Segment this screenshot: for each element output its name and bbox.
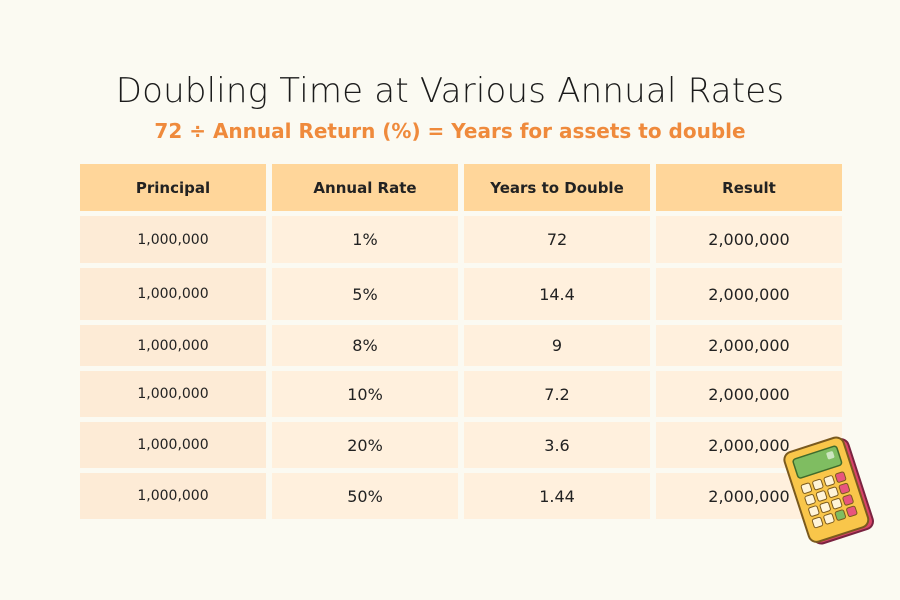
doubling-table: Principal Annual Rate Years to Double Re… — [80, 164, 842, 519]
page-subtitle: 72 ÷ Annual Return (%) = Years for asset… — [154, 119, 746, 143]
table-cell-principal: 1,000,000 — [80, 325, 266, 366]
header-years-to-double: Years to Double — [464, 164, 650, 211]
table-cell-rate: 8% — [272, 325, 458, 366]
header-principal: Principal — [80, 164, 266, 211]
table-cell-principal: 1,000,000 — [80, 371, 266, 417]
table-cell-rate: 1% — [272, 216, 458, 263]
table-cell-rate: 20% — [272, 422, 458, 468]
table-cell-principal: 1,000,000 — [80, 422, 266, 468]
table-cell-rate: 5% — [272, 268, 458, 320]
header-annual-rate: Annual Rate — [272, 164, 458, 211]
table-cell-result: 2,000,000 — [656, 325, 842, 366]
table-cell-result: 2,000,000 — [656, 216, 842, 263]
table-cell-principal: 1,000,000 — [80, 216, 266, 263]
table-cell-years: 3.6 — [464, 422, 650, 468]
table-cell-years: 7.2 — [464, 371, 650, 417]
table-cell-principal: 1,000,000 — [80, 268, 266, 320]
table-cell-result: 2,000,000 — [656, 371, 842, 417]
page-title: Doubling Time at Various Annual Rates — [115, 71, 785, 111]
table-cell-years: 9 — [464, 325, 650, 366]
calculator-icon — [782, 436, 882, 546]
table-cell-years: 1.44 — [464, 473, 650, 519]
table-cell-result: 2,000,000 — [656, 268, 842, 320]
table-cell-rate: 10% — [272, 371, 458, 417]
table-cell-years: 72 — [464, 216, 650, 263]
header-result: Result — [656, 164, 842, 211]
table-cell-principal: 1,000,000 — [80, 473, 266, 519]
table-cell-years: 14.4 — [464, 268, 650, 320]
table-cell-rate: 50% — [272, 473, 458, 519]
